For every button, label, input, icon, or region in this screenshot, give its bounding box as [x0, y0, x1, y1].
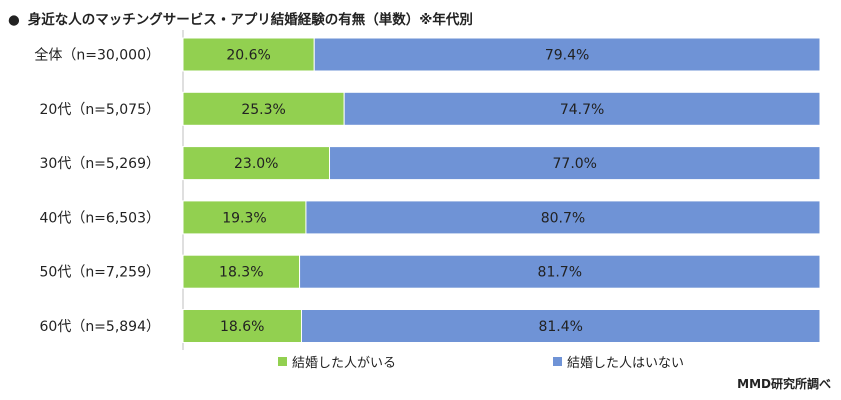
bar-segment-married [182, 309, 302, 343]
bar-segment-not-married [313, 37, 821, 72]
legend-label-married: 結婚した人がいる [292, 356, 397, 371]
bar-segment-married [182, 254, 301, 289]
title-bullet: ● [8, 12, 20, 28]
data-label-married: 18.3% [219, 265, 263, 281]
data-label-not-married: 79.4% [545, 48, 589, 64]
bar-segment-not-married [305, 200, 821, 235]
data-label-married: 19.3% [222, 210, 266, 226]
data-label-married: 23.0% [234, 156, 278, 172]
category-label: 60代（n=5,894） [40, 319, 161, 335]
bar-segment-married [182, 146, 331, 181]
legend-swatch-married [278, 357, 287, 366]
legend-swatch-not-married [553, 357, 562, 366]
bar-segment-not-married [299, 254, 821, 289]
data-label-not-married: 81.7% [538, 265, 582, 281]
category-label: 40代（n=6,503） [40, 210, 161, 226]
source-credit: MMD研究所調べ [737, 377, 831, 391]
data-label-not-married: 77.0% [553, 156, 597, 172]
chart-title: ● 身近な人のマッチングサービス・アプリ結婚経験の有無（単数）※年代別 [8, 8, 473, 28]
category-label: 20代（n=5,075） [40, 102, 161, 118]
category-label: 30代（n=5,269） [40, 156, 161, 172]
category-label: 50代（n=7,259） [40, 265, 161, 281]
bar-segment-married [182, 91, 345, 126]
bar-segment-not-married [300, 309, 821, 343]
bar-segment-married [182, 37, 315, 72]
data-label-married: 25.3% [241, 102, 285, 118]
data-label-not-married: 81.4% [538, 319, 582, 335]
bar-segment-not-married [329, 146, 821, 181]
data-label-married: 20.6% [226, 48, 270, 64]
data-label-not-married: 74.7% [560, 102, 604, 118]
legend-label-not-married: 結婚した人はいない [567, 356, 685, 371]
data-label-married: 18.6% [220, 319, 264, 335]
title-text: 身近な人のマッチングサービス・アプリ結婚経験の有無（単数）※年代別 [27, 12, 473, 28]
category-label: 全体（n=30,000） [34, 47, 160, 64]
bar-segment-not-married [343, 91, 821, 126]
legend-item-not-married: 結婚した人はいない [553, 352, 684, 371]
legend-item-married: 結婚した人がいる [278, 352, 396, 371]
data-label-not-married: 80.7% [541, 210, 585, 226]
